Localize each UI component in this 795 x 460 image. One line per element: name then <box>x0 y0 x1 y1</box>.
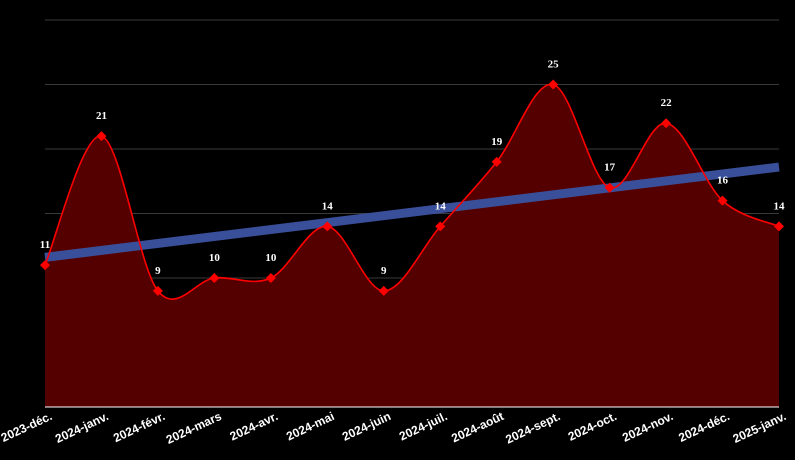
data-point-marker <box>322 221 333 232</box>
data-point-marker <box>378 285 389 296</box>
data-point-marker <box>209 273 220 283</box>
data-label: 14 <box>322 200 334 212</box>
data-label: 9 <box>155 265 161 277</box>
line-layer <box>44 83 780 300</box>
data-label: 19 <box>491 136 503 148</box>
data-point-marker <box>152 285 163 296</box>
x-tick-label: 2024-déc. <box>676 409 731 445</box>
x-tick-label: 2024-mars <box>164 409 224 447</box>
x-tick-label: 2024-juil. <box>397 409 449 443</box>
data-label: 16 <box>717 175 729 187</box>
data-label: 21 <box>96 110 107 122</box>
x-tick-label: 2024-sept. <box>503 409 562 446</box>
data-point-marker <box>435 221 446 232</box>
area-layer <box>45 84 779 407</box>
data-point-marker <box>774 221 784 232</box>
trend-line <box>44 162 780 262</box>
series-area <box>45 84 779 407</box>
data-label: 10 <box>209 252 221 264</box>
data-point-marker <box>604 182 615 193</box>
data-point-marker <box>96 131 107 142</box>
data-label: 14 <box>774 200 786 212</box>
data-point-marker <box>717 195 728 206</box>
x-tick-label: 2023-déc. <box>0 409 54 445</box>
data-point-marker <box>548 79 559 90</box>
data-point-marker <box>491 156 502 167</box>
x-tick-label: 2024-févr. <box>111 409 167 445</box>
trend-layer <box>44 162 780 262</box>
data-label: 9 <box>381 265 387 277</box>
x-tick-label: 2025-janv. <box>731 409 789 446</box>
data-point-marker <box>265 273 276 283</box>
data-label: 17 <box>604 162 616 174</box>
x-tick-label: 2024-août <box>449 409 506 445</box>
axis-layer: 2023-déc.2024-janv. 2024-févr.2024-mars 20… <box>0 406 789 447</box>
x-tick-label: 2024-oct. <box>566 409 619 444</box>
data-label: 10 <box>265 252 277 264</box>
series-line <box>44 83 780 300</box>
x-tick-label: 2024-juin <box>340 409 393 444</box>
label-layer: 11 21 9 10 10 14 9 14 19 25 17 22 16 14 <box>40 59 785 277</box>
data-label: 14 <box>435 200 447 212</box>
data-label: 25 <box>548 59 560 71</box>
x-tick-label: 2024-mai <box>284 409 336 443</box>
data-label: 11 <box>40 239 50 251</box>
data-label: 22 <box>661 97 673 109</box>
x-tick-label: 2024-avr. <box>228 409 280 443</box>
x-tick-label: 2024-nov. <box>620 409 675 445</box>
data-point-marker <box>661 118 672 129</box>
data-point-marker <box>40 260 50 271</box>
x-tick-label: 2024-janv. <box>53 409 111 446</box>
marker-layer <box>40 79 784 296</box>
